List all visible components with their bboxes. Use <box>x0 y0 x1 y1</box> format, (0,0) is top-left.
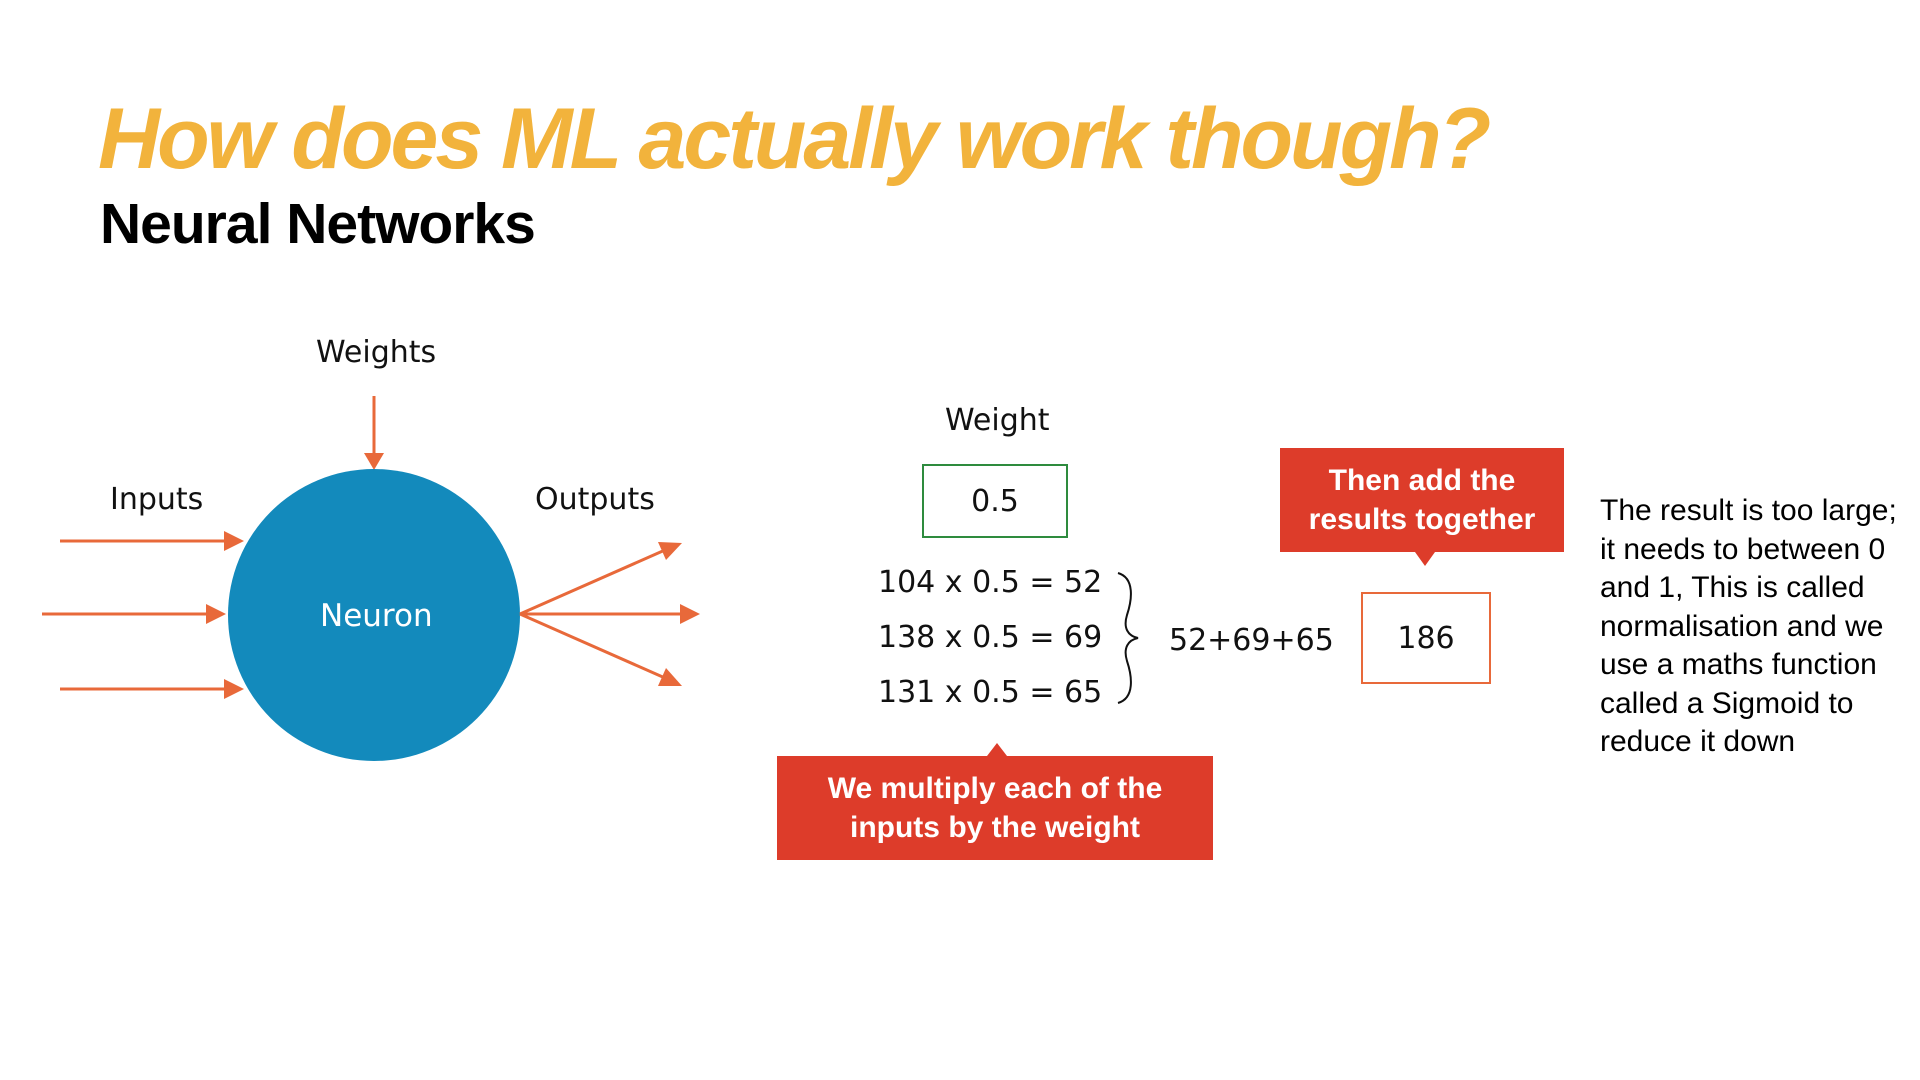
slide-title: How does ML actually work though? <box>98 91 1491 187</box>
weights-arrow <box>364 396 384 470</box>
inputs-label: Inputs <box>110 482 204 517</box>
curly-brace <box>1117 572 1139 704</box>
result-box: 186 <box>1361 592 1491 684</box>
result-value: 186 <box>1397 620 1455 656</box>
normalisation-note: The result is too large; it needs to bet… <box>1600 494 1897 758</box>
weight-value: 0.5 <box>971 483 1019 519</box>
callout-add-pointer <box>1415 552 1435 566</box>
callout-multiply-pointer <box>987 743 1007 756</box>
equation-3: 131 x 0.5 = 65 <box>878 675 1103 710</box>
input-arrows <box>42 531 244 699</box>
output-arrows <box>519 542 700 686</box>
callout-add: Then add the results together <box>1280 448 1564 552</box>
weight-value-box: 0.5 <box>922 464 1068 538</box>
outputs-label: Outputs <box>535 482 655 517</box>
neuron-node <box>228 469 520 761</box>
slide-subtitle: Neural Networks <box>100 192 536 256</box>
equation-2: 138 x 0.5 = 69 <box>878 620 1103 655</box>
sum-expression: 52+69+65 <box>1169 623 1334 658</box>
equation-1: 104 x 0.5 = 52 <box>878 565 1103 600</box>
callout-multiply: We multiply each of the inputs by the we… <box>777 756 1213 860</box>
weight-label: Weight <box>945 403 1050 438</box>
weights-label: Weights <box>316 335 437 370</box>
neuron-label: Neuron <box>320 598 433 634</box>
